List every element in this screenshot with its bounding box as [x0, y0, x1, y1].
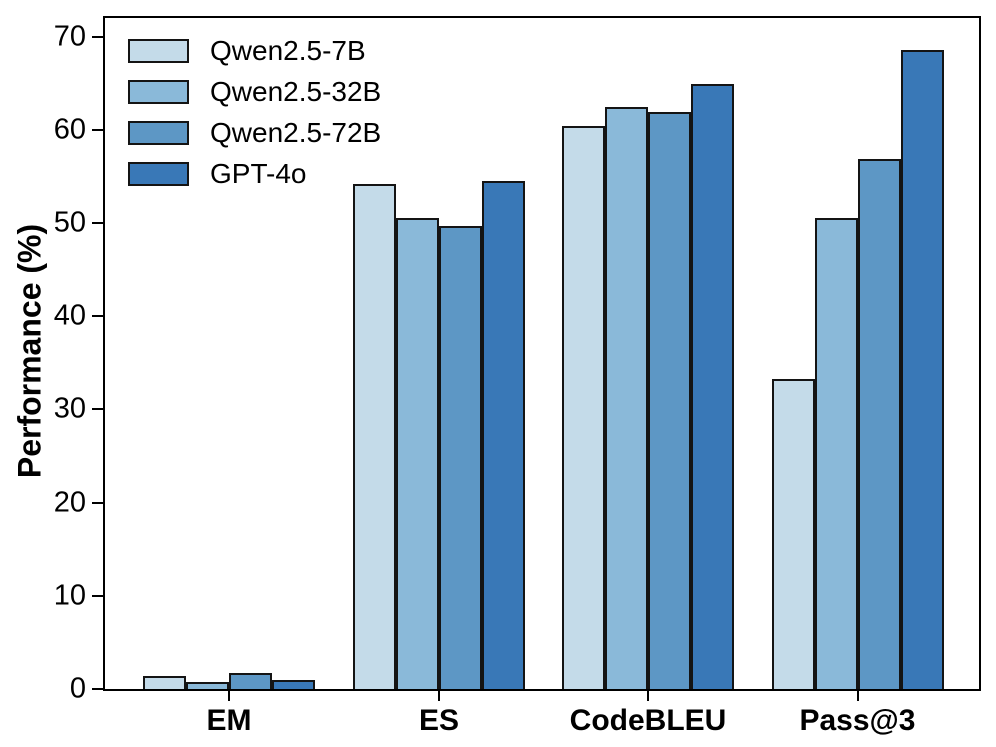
bar-em-gpt-4o — [272, 679, 315, 689]
y-tick-label: 70 — [53, 20, 86, 53]
bar-es-qwen2.5-32b — [396, 218, 439, 689]
bar-codebleu-qwen2.5-72b — [648, 112, 691, 689]
y-tick-label: 50 — [53, 206, 86, 239]
bar-pass@3-qwen2.5-72b — [857, 158, 901, 689]
x-tick-label-pass@3: Pass@3 — [799, 704, 916, 737]
y-tick-mark — [92, 688, 103, 690]
legend-row: Qwen2.5-32B — [128, 71, 381, 112]
legend-swatch — [128, 161, 189, 186]
bar-pass@3-qwen2.5-32b — [814, 218, 858, 689]
bar-codebleu-qwen2.5-32b — [605, 106, 648, 689]
y-tick-mark — [92, 128, 103, 131]
legend-label: Qwen2.5-32B — [210, 75, 382, 107]
bar-pass@3-qwen2.5-7b — [771, 378, 815, 689]
y-tick-mark — [92, 594, 103, 597]
legend-row: GPT-4o — [128, 153, 381, 194]
x-tick-mark — [856, 691, 859, 701]
bar-em-qwen2.5-32b — [186, 681, 229, 689]
legend: Qwen2.5-7B Qwen2.5-32B Qwen2.5-72B GPT-4o — [128, 30, 381, 194]
y-tick-label: 40 — [53, 299, 86, 332]
bar-em-qwen2.5-7b — [143, 676, 186, 689]
legend-row: Qwen2.5-7B — [128, 30, 381, 71]
legend-swatch — [128, 38, 189, 63]
bar-es-gpt-4o — [482, 181, 525, 689]
bar-es-qwen2.5-7b — [353, 183, 396, 689]
legend-swatch — [128, 79, 189, 104]
y-tick-label: 60 — [53, 113, 86, 146]
legend-label: Qwen2.5-7B — [210, 34, 366, 66]
x-tick-label-em: EM — [206, 704, 252, 737]
y-axis-title: Performance (%) — [11, 223, 48, 479]
y-tick-mark — [92, 408, 103, 411]
x-tick-mark — [647, 691, 649, 701]
bar-pass@3-gpt-4o — [900, 49, 944, 689]
y-tick-label: 30 — [53, 392, 86, 425]
bar-es-qwen2.5-72b — [439, 225, 482, 689]
bar-codebleu-qwen2.5-7b — [562, 126, 605, 689]
legend-label: GPT-4o — [210, 157, 307, 189]
y-tick-mark — [92, 35, 103, 38]
y-tick-mark — [92, 222, 103, 224]
legend-swatch — [128, 120, 189, 145]
y-tick-label: 0 — [69, 672, 86, 705]
bar-em-qwen2.5-72b — [229, 673, 272, 689]
legend-row: Qwen2.5-72B — [128, 112, 381, 153]
bar-codebleu-gpt-4o — [691, 84, 734, 689]
x-tick-label-es: ES — [418, 704, 460, 737]
y-tick-mark — [92, 501, 103, 504]
plot-area: 0 10 20 30 40 50 60 70 EM ES CodeBLEU Pass@3 Qwen2… — [54, 16, 981, 736]
y-tick-mark — [92, 315, 103, 318]
y-tick-label: 10 — [53, 579, 86, 612]
x-tick-mark — [438, 691, 440, 701]
x-tick-label-codebleu: CodeBLEU — [569, 704, 727, 737]
legend-label: Qwen2.5-72B — [210, 116, 382, 148]
x-tick-mark — [228, 691, 230, 701]
y-tick-label: 20 — [53, 486, 86, 519]
